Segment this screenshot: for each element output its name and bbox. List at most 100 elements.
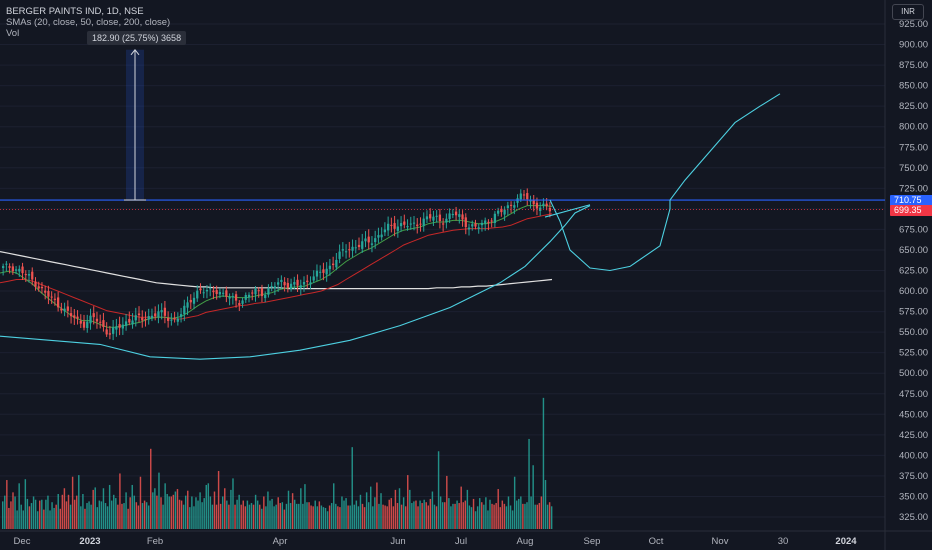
candle-body <box>399 223 403 227</box>
candle-body <box>471 224 474 227</box>
volume-bar <box>240 504 242 529</box>
volume-bar <box>131 484 133 529</box>
volume-bar <box>343 500 345 529</box>
volume-bar <box>125 492 127 529</box>
candle-body <box>40 286 44 289</box>
candle-body <box>222 292 225 294</box>
volume-bar <box>115 498 117 529</box>
candle-body <box>79 320 82 324</box>
measure-arrow-head <box>130 48 140 56</box>
candle-body <box>260 288 264 297</box>
volume-bar <box>108 484 111 529</box>
volume-bar <box>460 486 462 529</box>
volume-bar <box>536 504 538 529</box>
volume-bar <box>24 479 27 529</box>
candle-body <box>526 193 529 200</box>
candle-body <box>299 285 302 288</box>
volume-bar <box>382 504 384 529</box>
volume-bar <box>67 494 70 529</box>
time-tick-label: 30 <box>778 536 789 547</box>
volume-bar <box>404 506 407 529</box>
volume-bar <box>314 500 316 529</box>
candle-body <box>497 210 500 214</box>
price-tick-label: 850.00 <box>899 81 928 92</box>
volume-bar <box>201 502 203 529</box>
volume-indicator-label[interactable]: Vol <box>6 28 20 39</box>
volume-bar <box>18 483 20 529</box>
volume-bar <box>164 483 166 529</box>
candle-body <box>396 226 399 231</box>
currency-button[interactable]: INR <box>892 4 924 20</box>
volume-bar <box>16 510 18 529</box>
candle-body <box>522 194 526 196</box>
candle-body <box>34 281 37 287</box>
price-tick-label: 375.00 <box>899 471 928 482</box>
drawings[interactable] <box>0 48 885 360</box>
volume-bar <box>394 489 397 529</box>
volume-bar <box>283 509 286 529</box>
candle-body <box>196 290 199 299</box>
candle-body <box>361 241 364 249</box>
volume-bar <box>178 499 181 529</box>
candle-body <box>102 320 105 328</box>
volume-bar <box>429 498 432 529</box>
volume-bar <box>454 503 456 529</box>
volume-bar <box>22 510 24 529</box>
sma-indicator-label[interactable]: SMAs (20, close, 50, close, 200, close) <box>6 17 171 28</box>
time-tick-label: Jun <box>390 536 405 547</box>
time-axis[interactable]: Dec 2023 Feb Apr Jun Jul Aug Sep Oct Nov 30 2024 <box>0 530 932 547</box>
price-tick-label: 625.00 <box>899 266 928 277</box>
candle-body <box>257 290 260 292</box>
volume-bar <box>532 465 534 529</box>
volume-bar <box>485 497 487 529</box>
candle-body <box>409 223 412 225</box>
candle-body <box>238 303 241 306</box>
volume-bar <box>226 500 228 529</box>
volume-bar <box>45 499 47 529</box>
volume-bar <box>407 475 409 529</box>
volume-bar <box>263 496 265 529</box>
candle-body <box>215 290 218 295</box>
volume-bar <box>501 500 504 529</box>
volume-bar <box>90 504 92 529</box>
time-tick-label: Feb <box>147 536 163 547</box>
candle-body <box>183 305 186 315</box>
volume-bar <box>191 496 193 529</box>
candle-body <box>202 292 205 294</box>
volume-bar <box>182 504 185 529</box>
candle-body <box>461 214 464 220</box>
volume-bar <box>530 496 532 529</box>
price-tick-label: 400.00 <box>899 450 928 461</box>
volume-bar <box>374 497 376 529</box>
candle-body <box>487 221 490 223</box>
time-tick-label: Aug <box>517 536 534 547</box>
candle-body <box>167 318 170 321</box>
candle-body <box>354 247 357 249</box>
volume-bar <box>289 503 292 529</box>
candle-body <box>264 294 267 299</box>
volume-bar <box>199 492 201 529</box>
price-tick-label: 525.00 <box>899 348 928 359</box>
candle-body <box>432 216 435 221</box>
price-tick-label: 550.00 <box>899 327 928 338</box>
volume-bar <box>448 498 450 529</box>
volume-bar <box>330 503 333 529</box>
volume-bar <box>32 496 35 529</box>
volume-bar <box>55 504 57 529</box>
symbol-title[interactable]: BERGER PAINTS IND, 1D, NSE <box>6 6 144 17</box>
volume-bar <box>211 504 214 529</box>
volume-bar <box>213 491 216 529</box>
candle-body <box>328 265 332 270</box>
candle-body <box>69 313 73 317</box>
candle-body <box>118 324 121 328</box>
volume-bar <box>256 500 259 529</box>
volume-bar <box>507 496 510 529</box>
candle-body <box>484 220 487 224</box>
candle-body <box>306 280 309 282</box>
volume-bar <box>524 503 526 529</box>
volume-bar <box>96 507 99 529</box>
volume-bar <box>306 502 308 529</box>
volume-bar <box>312 506 314 529</box>
